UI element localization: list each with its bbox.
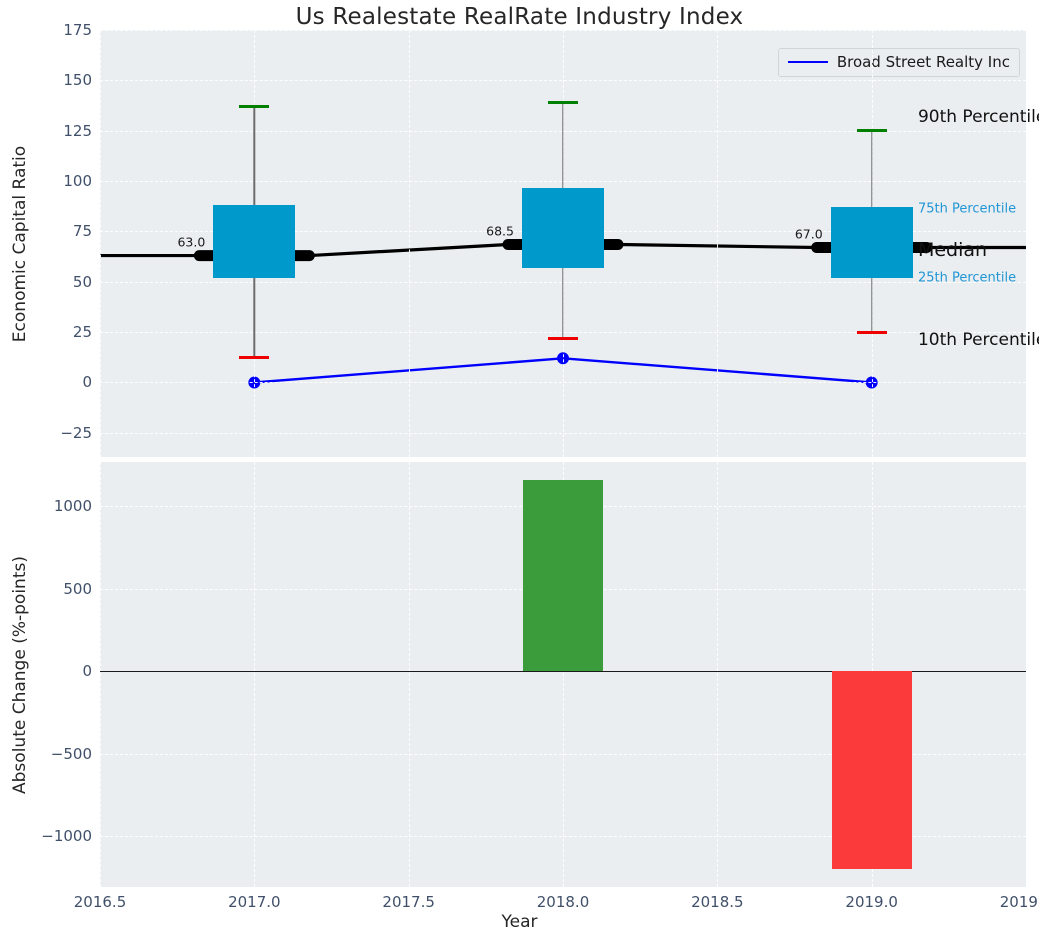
annotation-75th-percentile: 75th Percentile: [918, 202, 1016, 217]
gridline-vertical: [717, 30, 718, 457]
x-tick-label: 2016.5: [74, 893, 127, 911]
quartile-box: [831, 207, 913, 277]
chart-legend[interactable]: Broad Street Realty Inc: [778, 48, 1020, 77]
x-tick-label: 2019.5: [1000, 893, 1039, 911]
y-tick-label-bottom: 1000: [0, 497, 92, 515]
p90-cap: [239, 105, 269, 108]
annotation-25th-percentile: 25th Percentile: [918, 270, 1016, 285]
gridline-vertical: [100, 30, 101, 457]
x-tick-label: 2018.0: [537, 893, 590, 911]
y-tick-label-top: 75: [0, 222, 92, 240]
annotation-10th-percentile: 10th Percentile: [918, 330, 1039, 350]
annotation-median: Median: [918, 239, 987, 261]
annotation-90th-percentile: 90th Percentile: [918, 107, 1039, 127]
x-tick-label: 2019.0: [845, 893, 898, 911]
gridline-vertical: [100, 462, 101, 887]
x-tick-label: 2018.5: [691, 893, 744, 911]
y-tick-label-bottom: 0: [0, 662, 92, 680]
y-tick-label-top: 100: [0, 172, 92, 190]
chart-root: Us Realestate RealRate Industry Index Br…: [0, 0, 1039, 942]
quartile-box: [213, 205, 295, 278]
chart-title: Us Realestate RealRate Industry Index: [0, 4, 1039, 30]
p10-cap: [857, 331, 887, 334]
y-tick-label-top: 25: [0, 323, 92, 341]
p10-cap: [548, 337, 578, 340]
gridline-vertical: [717, 462, 718, 887]
median-value-label: 68.5: [486, 223, 514, 238]
gridline-vertical: [409, 462, 410, 887]
y-tick-label-top: 50: [0, 273, 92, 291]
median-value-label: 63.0: [177, 234, 205, 249]
y-tick-label-top: 0: [0, 373, 92, 391]
gridline-vertical: [409, 30, 410, 457]
x-tick-label: 2017.0: [228, 893, 281, 911]
bar-positive[interactable]: [523, 480, 603, 671]
y-tick-label-top: 125: [0, 122, 92, 140]
legend-label-broad-street: Broad Street Realty Inc: [837, 53, 1010, 71]
y-tick-label-bottom: −500: [0, 745, 92, 763]
y-tick-label-top: −25: [0, 424, 92, 442]
quartile-box: [522, 188, 604, 268]
p10-cap: [239, 356, 269, 359]
panel-absolute-change: [100, 462, 1026, 887]
p90-cap: [548, 101, 578, 104]
gridline-vertical: [254, 462, 255, 887]
median-value-label: 67.0: [795, 226, 823, 241]
y-tick-label-bottom: 500: [0, 580, 92, 598]
legend-line-swatch: [788, 61, 828, 63]
y-tick-label-top: 150: [0, 71, 92, 89]
bar-negative[interactable]: [832, 671, 912, 869]
y-tick-label-top: 175: [0, 21, 92, 39]
panel-economic-capital-ratio: Broad Street Realty Inc 63.0 68.5 67.0: [100, 30, 1026, 457]
y-tick-label-bottom: −1000: [0, 827, 92, 845]
x-axis-title: Year: [0, 912, 1039, 932]
p90-cap: [857, 129, 887, 132]
x-tick-label: 2017.5: [382, 893, 435, 911]
